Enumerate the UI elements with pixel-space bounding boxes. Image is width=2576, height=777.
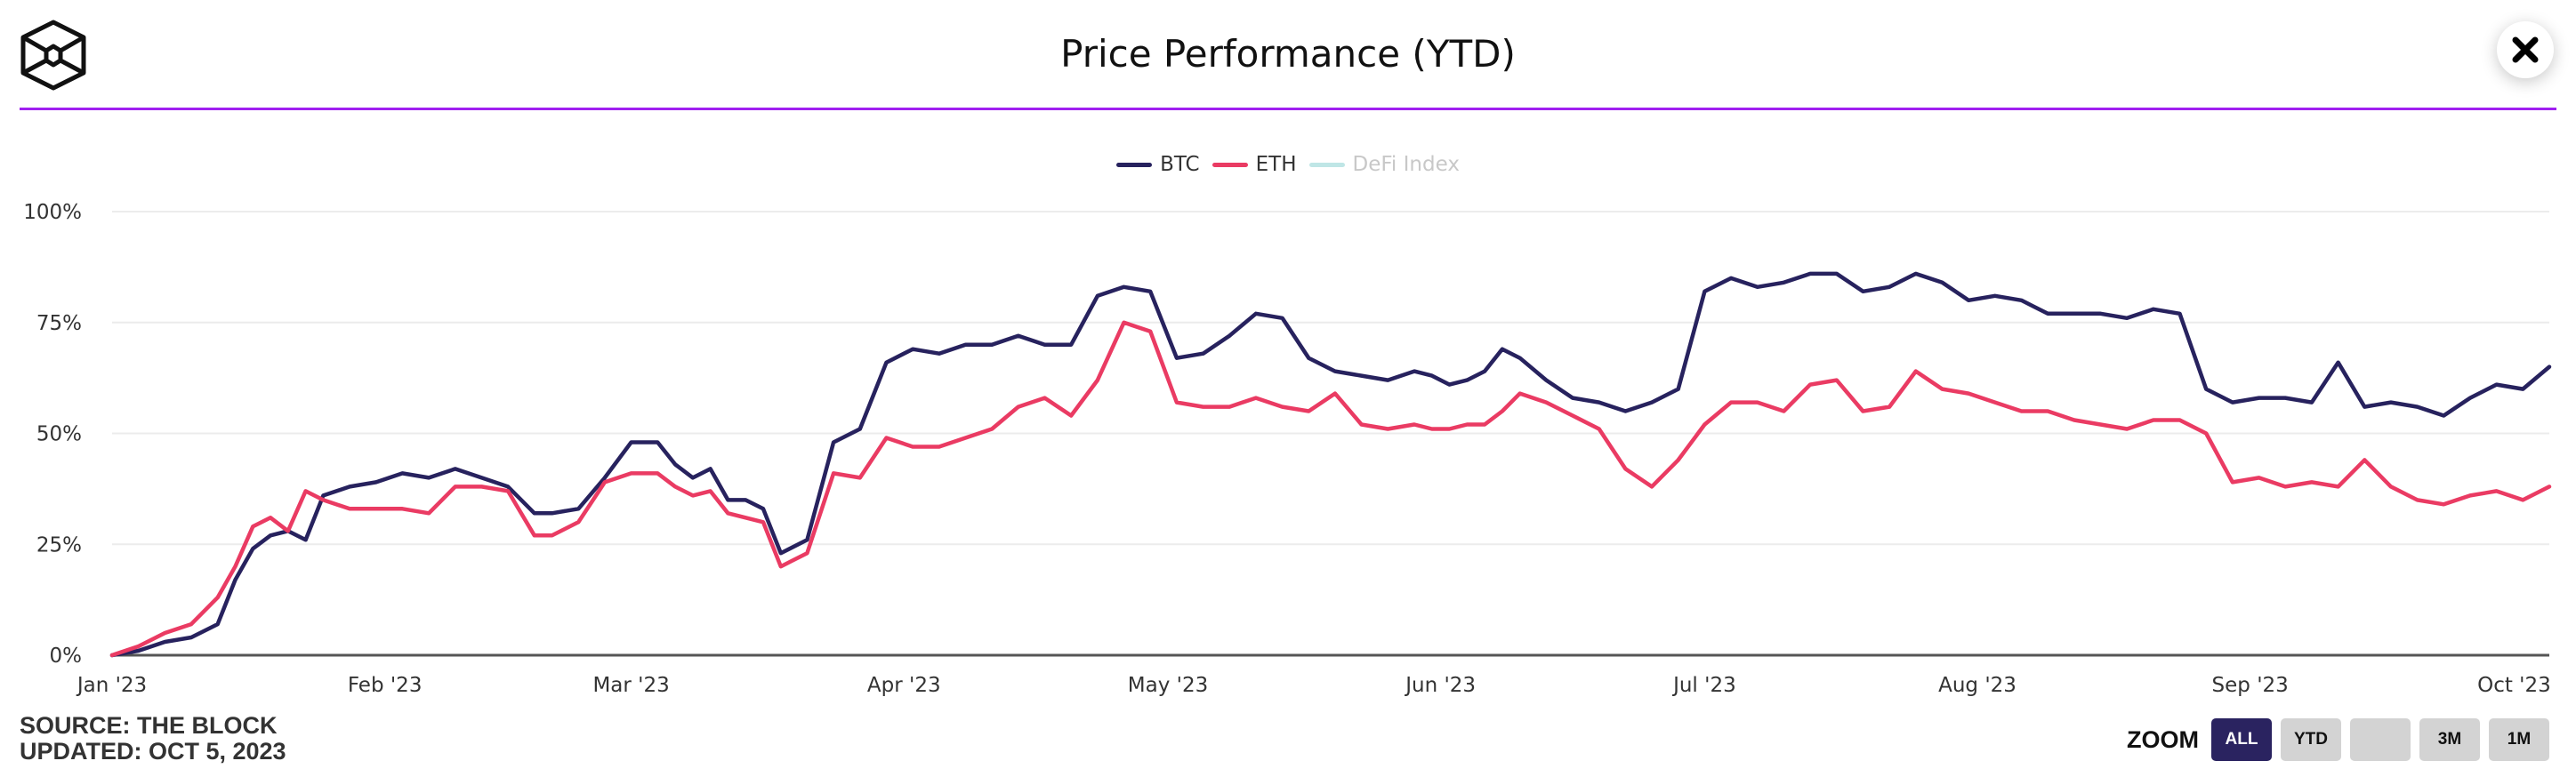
chart-footer: SOURCE: THE BLOCK UPDATED: OCT 5, 2023 — [20, 713, 286, 765]
legend-item-defi-index[interactable]: DeFi Index — [1308, 153, 1460, 176]
zoom-button-blank[interactable] — [2350, 718, 2411, 761]
zoom-button-all[interactable]: ALL — [2211, 718, 2272, 761]
x-tick-label: Apr '23 — [867, 674, 941, 697]
legend-label: DeFi Index — [1352, 153, 1460, 176]
y-tick-label: 50% — [36, 423, 82, 446]
source-label: SOURCE: THE BLOCK — [20, 712, 278, 739]
x-tick-label: Jun '23 — [1404, 674, 1476, 697]
close-x-icon — [2512, 36, 2539, 63]
header-divider — [20, 108, 2556, 110]
legend-swatch — [1308, 162, 1345, 167]
y-tick-label: 0% — [50, 645, 83, 668]
zoom-label: ZOOM — [2127, 725, 2199, 753]
series-line-btc — [109, 271, 2552, 658]
x-tick-label: Jan '23 — [76, 674, 147, 697]
zoom-button-ytd[interactable]: YTD — [2281, 718, 2341, 761]
zoom-button-1m[interactable]: 1M — [2489, 718, 2549, 761]
y-tick-label: 100% — [23, 201, 82, 224]
legend-label: BTC — [1160, 153, 1200, 176]
legend-swatch — [1116, 162, 1153, 167]
legend-label: ETH — [1255, 153, 1297, 176]
updated-label: UPDATED: OCT 5, 2023 — [20, 738, 286, 765]
y-tick-label: 75% — [36, 312, 82, 335]
legend-item-btc[interactable]: BTC — [1116, 153, 1200, 176]
zoom-button-3m[interactable]: 3M — [2419, 718, 2480, 761]
page-title: Price Performance (YTD) — [1060, 32, 1516, 76]
close-button[interactable] — [2497, 21, 2554, 78]
x-tick-label: Sep '23 — [2212, 674, 2289, 697]
zoom-controls: ZOOM ALL YTD 3M 1M — [2127, 718, 2549, 761]
x-tick-label: Jul '23 — [1671, 674, 1736, 697]
x-tick-label: May '23 — [1128, 674, 1208, 697]
x-tick-label: Oct '23 — [2477, 674, 2551, 697]
hexagon-cube-logo-icon — [20, 20, 86, 91]
chart-legend: BTC ETH DeFi Index — [0, 153, 2576, 176]
legend-swatch — [1212, 162, 1248, 167]
legend-item-eth[interactable]: ETH — [1212, 153, 1297, 176]
y-tick-label: 25% — [36, 533, 82, 557]
x-tick-label: Mar '23 — [592, 674, 669, 697]
x-tick-label: Feb '23 — [348, 674, 423, 697]
series-line-eth — [109, 320, 2552, 658]
x-tick-label: Aug '23 — [1938, 674, 2017, 697]
